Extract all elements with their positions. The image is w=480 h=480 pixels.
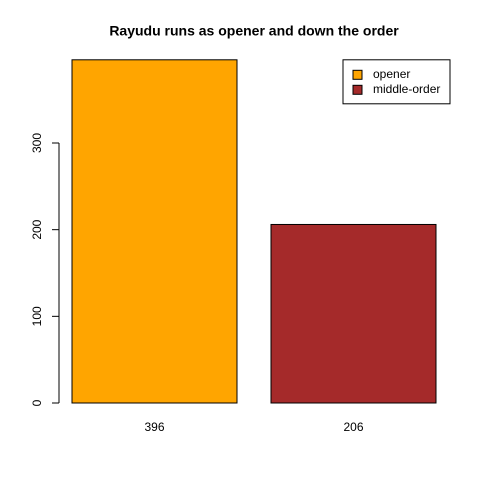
legend-label: opener: [373, 67, 410, 81]
legend-label: middle-order: [373, 82, 440, 96]
legend-box: [342, 59, 451, 105]
legend-swatch: [352, 84, 363, 95]
x-tick-label: 206: [343, 420, 363, 434]
y-tick-label: 200: [30, 219, 44, 239]
y-tick-label: 0: [30, 399, 44, 406]
bar: [270, 223, 437, 404]
y-tick-label: 100: [30, 306, 44, 326]
chart-title: Rayudu runs as opener and down the order: [109, 23, 399, 39]
bar: [71, 59, 238, 404]
y-tick-label: 300: [30, 133, 44, 153]
legend-swatch: [352, 69, 363, 80]
x-tick-label: 396: [144, 420, 164, 434]
